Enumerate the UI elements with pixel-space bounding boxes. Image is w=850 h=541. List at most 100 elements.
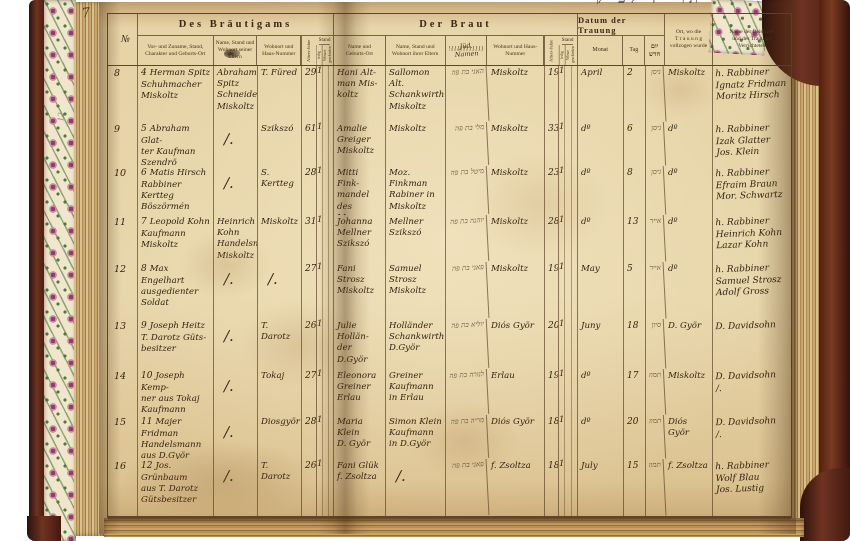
month-cell: April xyxy=(578,66,624,122)
bride-jewish-name-cell: פאני בת פה xyxy=(444,262,490,319)
hebrew-top-inscription: תרי״ד לפ״ק xyxy=(592,0,702,4)
groom-status-mark: 1 xyxy=(317,166,324,215)
bride-status-mark: 1 xyxy=(559,66,566,122)
bride-status-empty xyxy=(565,262,572,319)
bride-residence-cell: Miskoltz xyxy=(488,66,545,122)
bride-status-cell: 1 xyxy=(559,215,578,262)
table-body: 8 4 Herman Spitz Schuhmacher Miskoltz Abr… xyxy=(108,66,791,517)
bride-status-empty2 xyxy=(572,215,577,262)
row-sub-number: 10 xyxy=(141,371,153,381)
marriage-register-table: № Des Bräutigams Vor- und Zuname, Stand,… xyxy=(107,13,792,518)
groom-status-divorced: geschieden xyxy=(327,46,332,64)
day-cell: 15 xyxy=(624,459,646,516)
groom-residence-cell: T. Darotz xyxy=(258,319,302,369)
groom-status-cell: 1 xyxy=(317,369,334,415)
bride-status-mark: 1 xyxy=(559,122,566,166)
bride-status-empty xyxy=(565,369,572,415)
register-row: 15 11 Majer Fridman Handelsmann aus D.Gyö… xyxy=(108,415,791,459)
groom-age-cell: 26 xyxy=(302,319,317,369)
row-sub-number: 9 xyxy=(141,321,147,331)
witnesses-cell: D. Davidsohn xyxy=(715,320,777,333)
column-header-bride-parents: Name, Stand und Wohnort ihrer Eltern xyxy=(386,36,446,65)
wedding-place-cell: Diós Györ xyxy=(665,415,713,459)
witnesses-cell: D. Davidsohn ∕. xyxy=(715,370,777,394)
bride-parents-cell: Samuel Strosz Miskoltz xyxy=(386,262,446,319)
row-number: 11 xyxy=(108,215,138,262)
groom-status-mark: 1 xyxy=(317,215,324,262)
bride-status-empty2 xyxy=(572,319,577,369)
bride-age-cell: 28 xyxy=(545,215,559,262)
wedding-date-title: Datum der Trauung xyxy=(578,14,664,36)
bride-jewish-name-cell: מיטל בת פה xyxy=(444,166,490,215)
groom-name-text: Majer Fridman Handelsmann aus D.Györ xyxy=(141,417,202,459)
groom-status-empty2 xyxy=(329,166,333,215)
page-stack-bottom xyxy=(104,518,804,537)
month-cell: dº xyxy=(578,369,624,415)
groom-parents-cell: ∕. xyxy=(214,415,258,459)
groom-status-empty xyxy=(323,66,329,122)
bride-name-cell: Fani Strosz Miskoltz xyxy=(334,262,386,319)
hebrew-date-cell: אייר xyxy=(644,262,667,319)
bride-status-empty xyxy=(565,319,572,369)
book-cover-bottom-left-corner xyxy=(27,516,61,541)
groom-name-cell: 6 Matis Hirsch Rabbiner Kertteg Böszörmén xyxy=(138,166,214,215)
column-header-number: № xyxy=(108,14,138,65)
groom-status-cell: 1 xyxy=(317,262,334,319)
hebrew-date-cell: תמוז xyxy=(644,415,667,459)
groom-residence-cell: Tokaj xyxy=(258,369,302,415)
column-header-witnesses: Name der Beistände und des Trauungs Verr… xyxy=(729,29,775,49)
groom-age-cell: 61 xyxy=(302,122,317,166)
column-header-bride-status: Stand ledig Witwe geschieden xyxy=(558,36,577,65)
bride-status-empty2 xyxy=(572,415,577,459)
bride-residence-cell: Diós Györ xyxy=(488,319,545,369)
column-header-month: Monat xyxy=(578,36,624,65)
row-number: 13 xyxy=(108,319,138,369)
register-row: 13 9 Joseph Heitz T. Darotz Güts- besitze… xyxy=(108,319,791,369)
register-row: 10 6 Matis Hirsch Rabbiner Kertteg Böször… xyxy=(108,166,791,215)
bride-jewish-name-cell: מריה בת פה xyxy=(444,415,490,459)
month-cell: Juny xyxy=(578,319,624,369)
groom-age-cell: 28 xyxy=(302,166,317,215)
column-header-groom-age: Alters-Jahre xyxy=(301,36,317,65)
open-pages xyxy=(99,2,796,534)
bride-age-cell: 23 xyxy=(545,166,559,215)
bride-jewish-name-cell: האני בת פה xyxy=(444,66,490,122)
bride-residence-cell: Miskoltz xyxy=(488,166,545,215)
hebrew-date-cell: ניסן xyxy=(644,122,667,166)
witnesses-cell: D. Davidsohn ∕. xyxy=(715,416,777,440)
edge-note: 12 xyxy=(55,112,66,122)
groom-status-empty xyxy=(323,215,329,262)
month-cell: July xyxy=(578,459,624,516)
wedding-place-cell: dº xyxy=(665,215,713,262)
groom-parents-cell: Abraham Spitz Schneider Miskoltz xyxy=(214,66,258,122)
bride-parents-cell: Holländer Schankwirth D.Györ xyxy=(386,319,446,369)
day-cell: 2 xyxy=(624,66,646,122)
wedding-place-cell: dº xyxy=(665,166,713,215)
day-cell: 18 xyxy=(624,319,646,369)
groom-status-empty xyxy=(323,369,329,415)
groom-status-empty2 xyxy=(329,369,333,415)
groom-status-empty xyxy=(323,415,329,459)
groom-age-cell: 27 xyxy=(302,369,317,415)
bride-section-title: Der Braut xyxy=(334,14,577,36)
groom-parents-cell: ∕. xyxy=(214,319,258,369)
groom-parents-cell: ∕. xyxy=(214,166,258,215)
row-sub-number: 12 xyxy=(141,461,153,471)
bride-section: Der Braut Name und Geburts-Ort Name, Sta… xyxy=(334,14,578,65)
hebrew-date-cell: ניסן xyxy=(644,166,667,215)
bride-status-empty xyxy=(565,166,572,215)
groom-status-cell: 1 xyxy=(317,166,334,215)
groom-status-mark: 1 xyxy=(317,415,324,459)
groom-residence-cell: T. Darotz xyxy=(258,459,302,516)
book-spine-right xyxy=(819,0,850,541)
bride-status-mark: 1 xyxy=(559,415,566,459)
floral-endpaper-left xyxy=(44,0,76,541)
groom-residence-cell: S. Kertteg xyxy=(258,166,302,215)
groom-name-cell: 11 Majer Fridman Handelsmann aus D.Györ xyxy=(138,415,214,459)
groom-status-empty2 xyxy=(329,459,333,516)
row-number: 12 xyxy=(108,262,138,319)
bride-age-cell: 19 xyxy=(545,66,559,122)
bride-status-empty2 xyxy=(572,459,577,516)
groom-status-cell: 1 xyxy=(317,215,334,262)
bride-status-empty xyxy=(565,215,572,262)
